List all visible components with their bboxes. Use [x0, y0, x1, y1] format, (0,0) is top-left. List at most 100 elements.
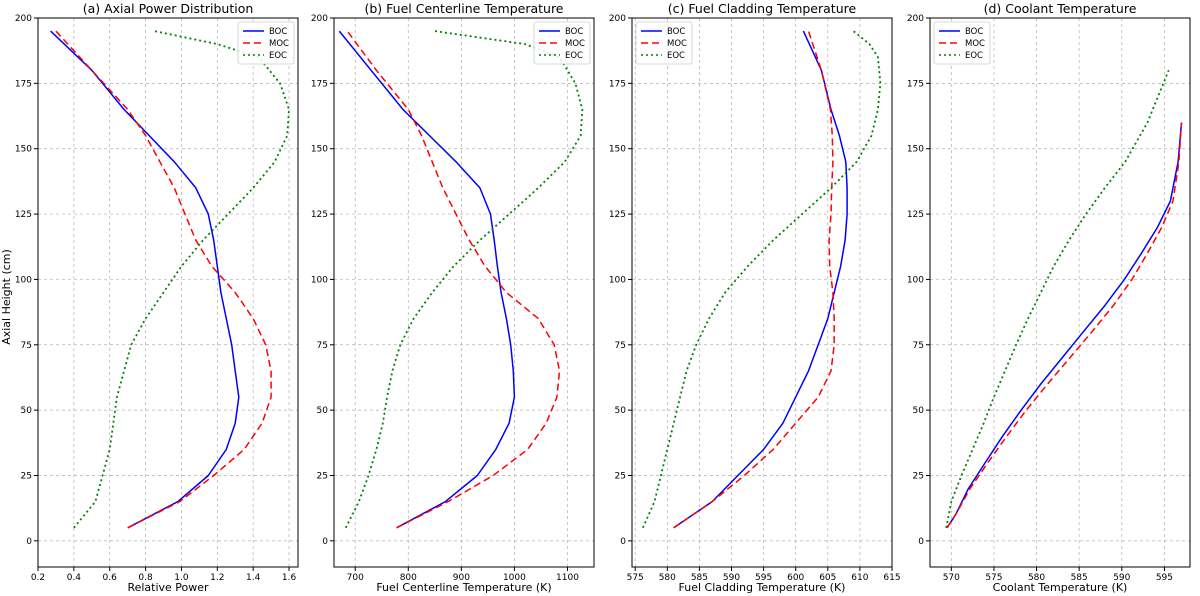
series-line-moc [946, 122, 1183, 529]
x-axis-label: Coolant Temperature (K) [993, 581, 1128, 594]
legend-label-moc: MOC [565, 39, 585, 49]
x-tick-label: 575 [985, 573, 1002, 583]
legend-label-boc: BOC [667, 27, 685, 37]
panel-3: 575 580 585 590 595 600 605 610 615 0 25 50 75 100 125… [609, 1, 901, 594]
y-tick-label: 75 [21, 341, 32, 351]
x-tick-label: 610 [851, 573, 868, 583]
x-tick-label: 590 [723, 573, 740, 583]
y-tick-label: 175 [311, 79, 328, 89]
x-tick-label: 570 [943, 573, 960, 583]
plot-frame [37, 17, 299, 568]
x-tick-label: 585 [691, 573, 708, 583]
panel-title: (b) Fuel Centerline Temperature [364, 1, 563, 16]
y-tick-label: 150 [311, 145, 328, 155]
y-tick-label: 200 [15, 14, 32, 24]
y-tick-label: 100 [609, 275, 626, 285]
y-tick-label: 200 [609, 14, 626, 24]
x-axis-label: Fuel Centerline Temperature (K) [376, 581, 551, 594]
y-tick-label: 50 [913, 406, 925, 416]
y-tick-label: 25 [913, 472, 924, 482]
x-tick-label: 800 [400, 573, 417, 583]
series-line-moc [346, 30, 561, 529]
legend: BOC MOC EOC [533, 21, 591, 65]
y-tick-label: 50 [615, 406, 627, 416]
plot-frame [333, 17, 595, 568]
x-axis-label: Fuel Cladding Temperature (K) [679, 581, 846, 594]
legend: BOC MOC EOC [237, 21, 295, 65]
legend-label-boc: BOC [565, 27, 583, 37]
panel-2: 700 800 900 1000 1100 0 25 50 75 100 125 150 175 200 (… [311, 1, 595, 594]
y-tick-label: 50 [317, 406, 329, 416]
panel-title: (c) Fuel Cladding Temperature [668, 1, 857, 16]
panel-title: (a) Axial Power Distribution [83, 1, 254, 16]
y-tick-label: 0 [918, 537, 924, 547]
x-tick-label: 0.8 [138, 573, 153, 583]
legend-box [635, 21, 693, 65]
x-tick-label: 700 [347, 573, 364, 583]
y-tick-label: 75 [913, 341, 924, 351]
y-axis-label: Axial Height (cm) [0, 249, 13, 345]
x-tick-label: 0.6 [103, 573, 118, 583]
panel-4: 570 575 580 585 590 595 0 25 50 75 100 125 150 175 200… [907, 1, 1191, 594]
x-tick-label: 900 [453, 573, 470, 583]
series-line-boc [50, 30, 240, 529]
series-line-eoc [945, 69, 1170, 528]
legend-label-eoc: EOC [667, 51, 685, 61]
y-tick-label: 150 [15, 145, 32, 155]
y-tick-label: 0 [620, 537, 626, 547]
y-tick-label: 100 [311, 275, 328, 285]
series-line-boc [673, 30, 848, 529]
legend-label-boc: BOC [269, 27, 287, 37]
x-tick-label: 1.4 [246, 573, 261, 583]
y-tick-label: 25 [317, 472, 328, 482]
x-tick-label: 0.4 [67, 573, 82, 583]
legend-label-eoc: EOC [565, 51, 583, 61]
y-tick-label: 75 [615, 341, 626, 351]
x-tick-label: 1100 [556, 573, 579, 583]
x-tick-label: 600 [787, 573, 804, 583]
y-tick-label: 175 [609, 79, 626, 89]
x-tick-label: 605 [819, 573, 836, 583]
series-line-eoc [73, 30, 290, 529]
y-tick-label: 25 [21, 472, 32, 482]
series-line-boc [946, 122, 1183, 529]
series-line-eoc [642, 30, 882, 529]
y-tick-label: 100 [15, 275, 32, 285]
x-tick-label: 580 [1028, 573, 1045, 583]
legend: BOC MOC EOC [635, 21, 693, 65]
legend: BOC MOC EOC [933, 21, 991, 65]
series-line-moc [55, 30, 272, 529]
legend-label-eoc: EOC [965, 51, 983, 61]
legend-label-boc: BOC [965, 27, 983, 37]
panel-title: (d) Coolant Temperature [984, 1, 1137, 16]
series-line-eoc [344, 30, 584, 529]
x-tick-label: 585 [1071, 573, 1088, 583]
x-tick-label: 1.2 [210, 573, 224, 583]
legend-box [533, 21, 591, 65]
plot-frame [631, 17, 893, 568]
x-tick-label: 575 [627, 573, 644, 583]
x-tick-label: 1.6 [282, 573, 297, 583]
y-tick-label: 200 [907, 14, 924, 24]
y-tick-label: 150 [907, 145, 924, 155]
x-tick-label: 1.0 [174, 573, 189, 583]
y-tick-label: 125 [15, 210, 32, 220]
y-tick-label: 175 [907, 79, 924, 89]
legend-label-eoc: EOC [269, 51, 287, 61]
y-tick-label: 0 [26, 537, 32, 547]
legend-box [237, 21, 295, 65]
y-tick-label: 125 [609, 210, 626, 220]
x-tick-label: 1000 [503, 573, 526, 583]
legend-label-moc: MOC [965, 39, 985, 49]
y-tick-label: 125 [907, 210, 924, 220]
legend-label-moc: MOC [269, 39, 289, 49]
y-tick-label: 125 [311, 210, 328, 220]
panel-1: 0.2 0.4 0.6 0.8 1.0 1.2 1.4 1.6 0 25 50 75 100 125 150… [15, 1, 299, 594]
x-axis-label: Relative Power [127, 581, 209, 594]
x-tick-label: 590 [1113, 573, 1130, 583]
x-tick-label: 595 [1156, 573, 1173, 583]
y-tick-label: 0 [322, 537, 328, 547]
x-tick-label: 0.2 [31, 573, 45, 583]
legend-label-moc: MOC [667, 39, 687, 49]
